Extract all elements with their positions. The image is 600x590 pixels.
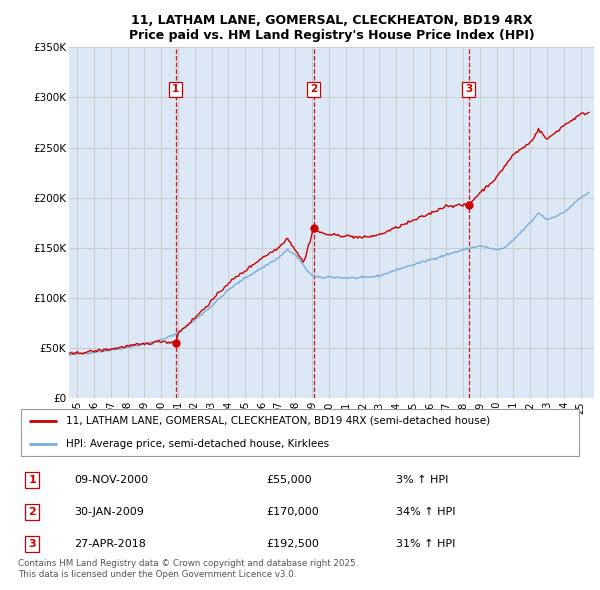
Text: 3: 3 [28, 539, 36, 549]
Text: 31% ↑ HPI: 31% ↑ HPI [396, 539, 455, 549]
Text: 2: 2 [310, 84, 317, 94]
Text: 2: 2 [28, 507, 36, 517]
Text: 11, LATHAM LANE, GOMERSAL, CLECKHEATON, BD19 4RX (semi-detached house): 11, LATHAM LANE, GOMERSAL, CLECKHEATON, … [66, 415, 490, 425]
Text: 34% ↑ HPI: 34% ↑ HPI [396, 507, 455, 517]
Text: 30-JAN-2009: 30-JAN-2009 [74, 507, 144, 517]
Text: £192,500: £192,500 [266, 539, 319, 549]
Title: 11, LATHAM LANE, GOMERSAL, CLECKHEATON, BD19 4RX
Price paid vs. HM Land Registry: 11, LATHAM LANE, GOMERSAL, CLECKHEATON, … [128, 14, 535, 42]
Text: £55,000: £55,000 [266, 475, 312, 484]
Text: £170,000: £170,000 [266, 507, 319, 517]
FancyBboxPatch shape [21, 409, 579, 455]
Text: 1: 1 [28, 475, 36, 484]
Text: 09-NOV-2000: 09-NOV-2000 [74, 475, 149, 484]
Text: Contains HM Land Registry data © Crown copyright and database right 2025.
This d: Contains HM Land Registry data © Crown c… [18, 559, 358, 579]
Text: 3% ↑ HPI: 3% ↑ HPI [396, 475, 448, 484]
Text: 27-APR-2018: 27-APR-2018 [74, 539, 146, 549]
Text: HPI: Average price, semi-detached house, Kirklees: HPI: Average price, semi-detached house,… [66, 439, 329, 449]
Text: 3: 3 [465, 84, 472, 94]
Text: 1: 1 [172, 84, 179, 94]
